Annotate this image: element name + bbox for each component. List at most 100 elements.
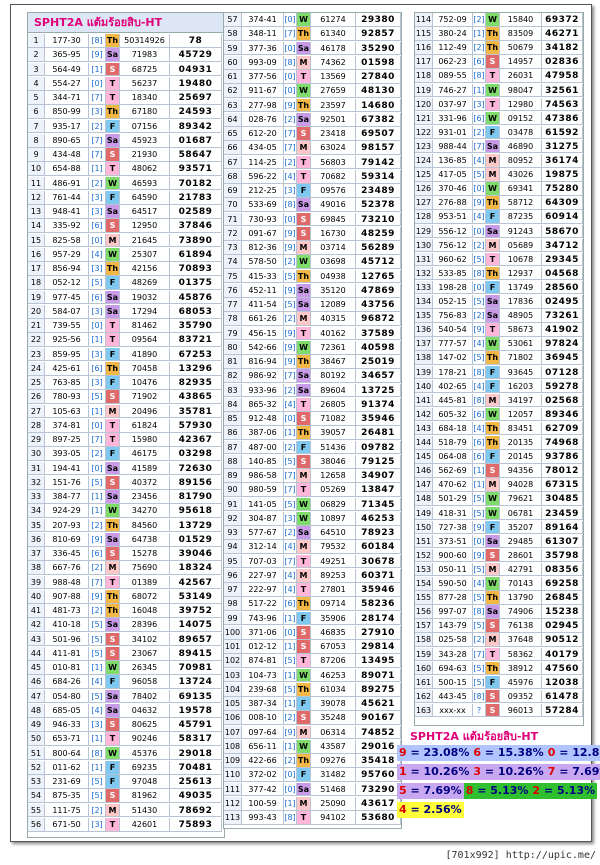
day-badge: W — [106, 176, 120, 191]
pair-number: 377-56 — [242, 70, 284, 84]
digits-plain: 76138 — [500, 619, 542, 633]
row-number: 9 — [28, 148, 45, 162]
digits-bold: 74563 — [542, 97, 583, 112]
row-number: 99 — [224, 611, 242, 626]
day-badge: T — [106, 418, 120, 433]
digits-bold: 61478 — [542, 689, 583, 704]
day-badge: F — [297, 440, 311, 455]
row-number: 34 — [28, 504, 45, 518]
tag: [4] — [284, 583, 297, 597]
pair-number: 393-05 — [45, 447, 89, 461]
day-badge: T — [297, 654, 311, 668]
digits-bold: 30485 — [542, 492, 583, 506]
digits-bold: 72630 — [170, 461, 222, 476]
stat-chip: 1 = 10.26% — [397, 764, 472, 780]
pair-number: 380-24 — [433, 27, 473, 41]
digits-bold: 34657 — [356, 369, 401, 383]
digits-bold: 09782 — [356, 440, 401, 455]
digits-bold: 68053 — [170, 304, 222, 319]
day-badge: W — [297, 255, 311, 269]
row-number: 106 — [224, 711, 242, 725]
tag: [1] — [89, 404, 106, 419]
day-badge: Th — [297, 27, 311, 41]
digits-bold: 45621 — [356, 697, 401, 711]
tag: [3] — [284, 511, 297, 526]
tag: [3] — [89, 304, 106, 319]
pair-number: 365-95 — [45, 48, 89, 62]
tag: [3] — [89, 817, 106, 832]
digits-bold: 97824 — [542, 337, 583, 351]
row-number: 24 — [28, 361, 45, 376]
digits-bold: 26845 — [542, 591, 583, 605]
digits-bold: 96872 — [356, 312, 401, 326]
row-number: 111 — [224, 782, 242, 797]
tag: [0] — [473, 182, 486, 196]
tag: [0] — [89, 418, 106, 433]
digits-plain: 01389 — [120, 575, 170, 590]
row-number: 89 — [224, 469, 242, 483]
day-badge: S — [297, 212, 311, 227]
pair-number: 008-10 — [242, 711, 284, 725]
row-number: 74 — [224, 255, 242, 269]
day-badge: T — [106, 162, 120, 176]
digits-plain: 23418 — [311, 127, 356, 141]
digits-plain: 93645 — [500, 365, 542, 380]
digits-plain: 51436 — [311, 440, 356, 455]
digits-plain: 71902 — [120, 390, 170, 404]
digits-plain: 41890 — [120, 347, 170, 362]
digits-plain: 61340 — [311, 27, 356, 41]
row-number: 127 — [415, 196, 433, 210]
digits-plain: 74362 — [311, 55, 356, 70]
digits-plain: 16203 — [500, 379, 542, 394]
pair-number: 091-67 — [242, 226, 284, 241]
tag: [6] — [89, 547, 106, 561]
row-number: 48 — [28, 703, 45, 718]
digits-bold: 70481 — [170, 760, 222, 775]
row-number: 128 — [415, 210, 433, 224]
pair-number: 897-25 — [45, 433, 89, 447]
pair-number: 140-85 — [242, 454, 284, 469]
row-number: 51 — [28, 746, 45, 761]
day-badge: T — [106, 76, 120, 91]
tag: [5] — [473, 619, 486, 633]
tag: [8] — [473, 266, 486, 281]
day-badge: Th — [297, 682, 311, 697]
tag: [2] — [473, 13, 486, 27]
page-frame: SPHT2A แต้มร้อยสิบ-HT 1 177-30 [8] Th 503149… — [10, 4, 592, 842]
digits-bold: 43617 — [356, 796, 401, 811]
row-number: 49 — [28, 718, 45, 732]
digits-bold: 64309 — [542, 196, 583, 210]
digits-bold: 59278 — [542, 379, 583, 394]
digits-bold: 95618 — [170, 504, 222, 518]
digits-bold: 39752 — [170, 604, 222, 618]
row-number: 119 — [415, 83, 433, 98]
day-badge: Sa — [106, 618, 120, 632]
tag: [0] — [473, 280, 486, 295]
day-badge: S — [486, 689, 500, 704]
stat-digit: 8 — [465, 784, 474, 797]
digits-bold: 79125 — [356, 454, 401, 469]
tag: [6] — [89, 219, 106, 233]
digits-bold: 37589 — [356, 326, 401, 341]
row-number: 155 — [415, 591, 433, 605]
pair-number: 387-06 — [242, 426, 284, 440]
tag: [4] — [284, 568, 297, 583]
row-number: 11 — [28, 176, 45, 191]
tag: [0] — [284, 41, 297, 56]
digits-plain: 20496 — [120, 404, 170, 419]
day-badge: W — [297, 668, 311, 683]
tag: [8] — [473, 605, 486, 619]
day-badge: Th — [486, 436, 500, 450]
digits-bold: 08356 — [542, 562, 583, 577]
stats-row: 4 = 2.56% — [397, 802, 600, 820]
row-number: 67 — [224, 155, 242, 170]
digits-bold: 78012 — [542, 464, 583, 478]
pair-number: 344-71 — [45, 91, 89, 105]
row-number: 60 — [224, 55, 242, 70]
digits-plain: 50679 — [500, 41, 542, 55]
digits-bold: 07128 — [542, 365, 583, 380]
tag: [7] — [284, 369, 297, 383]
digits-plain: 43026 — [500, 168, 542, 182]
row-number: 25 — [28, 376, 45, 390]
row-number: 135 — [415, 309, 433, 323]
